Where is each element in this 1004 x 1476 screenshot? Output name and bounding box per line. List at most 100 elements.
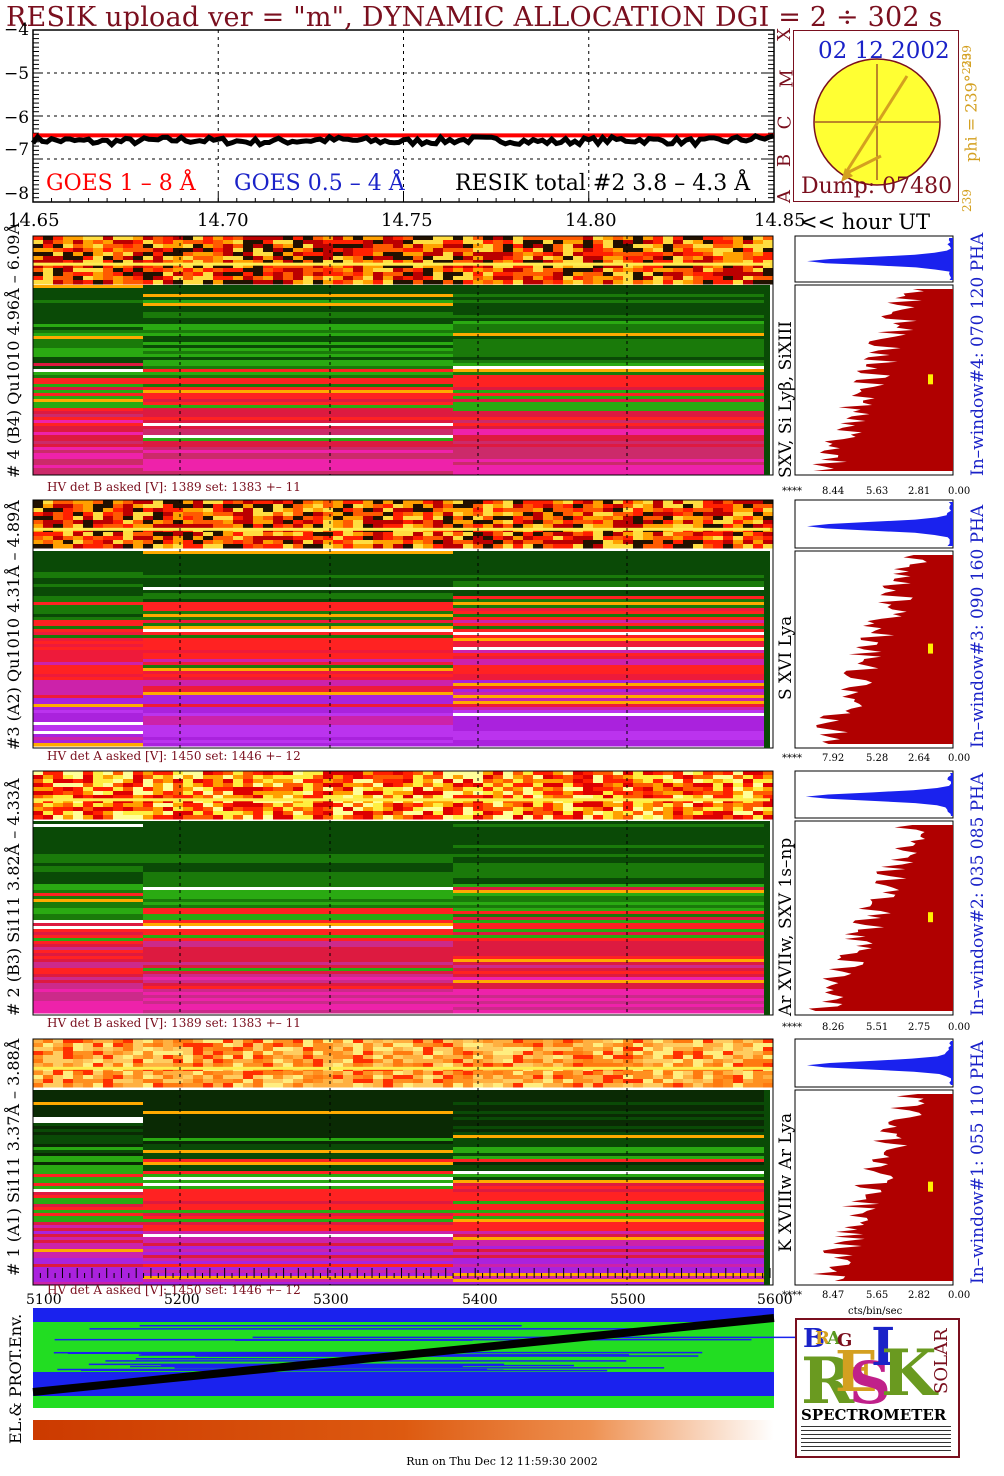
pixel-cell <box>143 248 154 253</box>
pixel-cell <box>233 1039 244 1044</box>
pixel-cell <box>583 544 594 549</box>
pixel-cell <box>663 1039 674 1044</box>
pixel-cell <box>613 1071 624 1076</box>
pixel-cell <box>333 244 344 249</box>
pixel-cell <box>743 811 754 816</box>
pixel-cell <box>163 264 174 269</box>
pixel-cell <box>683 1047 694 1052</box>
pixel-cell <box>123 280 134 285</box>
pixel-cell <box>453 803 464 808</box>
pixel-cell <box>563 807 574 812</box>
spectrogram-row <box>143 734 454 738</box>
pixel-cell <box>583 268 594 273</box>
pixel-cell <box>213 1039 224 1044</box>
pixel-cell <box>343 512 354 517</box>
pixel-cell <box>163 532 174 537</box>
pixel-cell <box>753 1039 764 1044</box>
pixel-cell <box>163 280 174 285</box>
pixel-cell <box>43 1083 54 1088</box>
pixel-cell <box>303 787 314 792</box>
logo-r-small: R <box>815 1328 830 1349</box>
resik-series <box>30 133 775 149</box>
pixel-cell <box>423 1055 434 1060</box>
histogram-bottom <box>794 1089 954 1286</box>
spectrogram-row <box>143 1120 454 1124</box>
pixel-cell <box>263 544 274 549</box>
pixel-cell <box>193 272 204 277</box>
pixel-cell <box>83 803 94 808</box>
pixel-cell <box>493 540 504 545</box>
spectrogram-row <box>143 659 454 663</box>
pixel-cell <box>543 524 554 529</box>
spectrogram-row <box>33 863 144 867</box>
pixel-cell <box>543 252 554 257</box>
pixel-cell <box>333 280 344 285</box>
pixel-cell <box>223 272 234 277</box>
spectrogram-row <box>33 992 144 996</box>
pixel-cell <box>283 1071 294 1076</box>
pixel-cell <box>93 272 104 277</box>
spectrogram-row <box>33 1183 144 1187</box>
spectrogram-row <box>453 596 766 600</box>
pixel-cell <box>133 280 144 285</box>
pixel-cell <box>123 1083 134 1088</box>
env-trace <box>160 1364 575 1367</box>
pixel-cell <box>173 1043 184 1048</box>
spectrogram-row <box>143 1159 454 1163</box>
pixel-cell <box>223 540 234 545</box>
histogram-tick: 5.63 <box>866 486 889 497</box>
pixel-cell <box>543 504 554 509</box>
pixel-cell <box>333 807 344 812</box>
pixel-cell <box>643 1079 654 1084</box>
pixel-cell <box>353 1063 364 1068</box>
spectrogram-row <box>33 878 144 882</box>
pixel-cell <box>83 512 94 517</box>
pixel-cell <box>313 504 324 509</box>
pixel-cell <box>453 244 464 249</box>
pixel-cell <box>493 512 504 517</box>
pixel-cell <box>463 264 474 269</box>
spectrogram-row <box>143 989 454 993</box>
pixel-cell <box>63 1051 74 1056</box>
pixel-cell <box>373 1063 384 1068</box>
pixel-cell <box>313 783 324 788</box>
pixel-cell <box>723 508 734 513</box>
pixel-cell <box>73 803 84 808</box>
spectrogram-row <box>33 686 144 690</box>
spectrogram-row <box>143 1135 454 1139</box>
spectrogram-row <box>33 408 144 412</box>
spectrogram-row <box>143 956 454 960</box>
spectrogram-row <box>453 689 766 693</box>
pixel-cell <box>283 536 294 541</box>
pixel-cell <box>643 1075 654 1080</box>
pixel-cell <box>103 795 114 800</box>
pixel-cell <box>483 540 494 545</box>
pixel-cell <box>543 771 554 776</box>
pixel-cell <box>503 779 514 784</box>
pixel-cell <box>173 248 184 253</box>
pixel-cell <box>733 256 744 261</box>
pixel-cell <box>743 1059 754 1064</box>
spectrogram-row <box>33 848 144 852</box>
spectrogram-row <box>33 348 144 352</box>
spectrogram-row <box>143 1282 454 1286</box>
pixel-cell <box>543 256 554 261</box>
spectrogram-row <box>143 632 454 636</box>
pixel-cell <box>543 795 554 800</box>
pixel-cell <box>443 1079 454 1084</box>
spectrogram-row <box>453 423 766 427</box>
pixel-cell <box>603 516 614 521</box>
detector-4-pha: In–window#4: 070 120 PHA <box>968 232 988 476</box>
pixel-cell <box>313 264 324 269</box>
pixel-cell <box>103 260 114 265</box>
spectrogram-row <box>143 1174 454 1178</box>
spectrogram-row <box>453 1183 766 1187</box>
pixel-cell <box>313 532 324 537</box>
pixel-cell <box>583 248 594 253</box>
pixel-cell <box>53 1059 64 1064</box>
pixel-cell <box>123 256 134 261</box>
pixel-cell <box>513 536 524 541</box>
pixel-cell <box>723 807 734 812</box>
pixel-cell <box>543 264 554 269</box>
pixel-cell <box>33 236 44 241</box>
